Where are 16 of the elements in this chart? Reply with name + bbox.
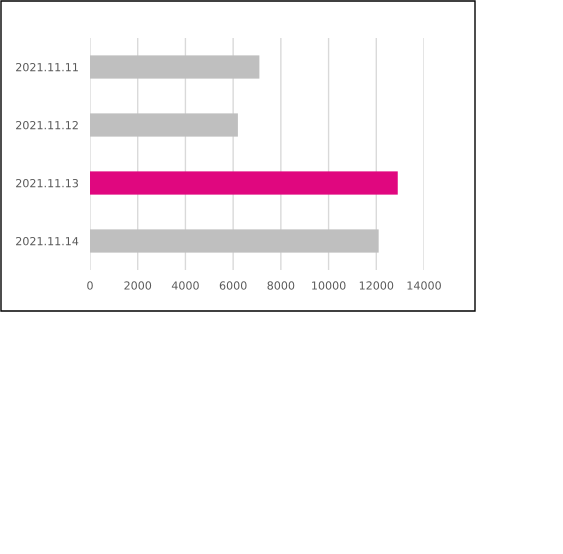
x-tick-label: 14000 — [408, 281, 441, 290]
x-tick-label: 4000 — [172, 281, 199, 290]
x-tick-label: 6000 — [220, 281, 247, 290]
x-tick-label: 10000 — [312, 281, 346, 290]
y-tick-label: 2021.11.12 — [16, 120, 78, 130]
x-tick-label: 8000 — [267, 281, 294, 290]
y-tick-label: 2021.11.11 — [16, 62, 78, 72]
x-tick-label: 2000 — [124, 281, 152, 290]
y-tick-label: 2021.11.14 — [16, 236, 78, 246]
x-tick-label: 12000 — [360, 281, 394, 290]
y-tick-label: 2021.11.13 — [16, 178, 78, 188]
x-tick-label: 0 — [87, 281, 93, 290]
bar — [90, 171, 398, 195]
bar — [90, 113, 238, 137]
bar — [90, 55, 260, 79]
bar — [90, 229, 379, 253]
